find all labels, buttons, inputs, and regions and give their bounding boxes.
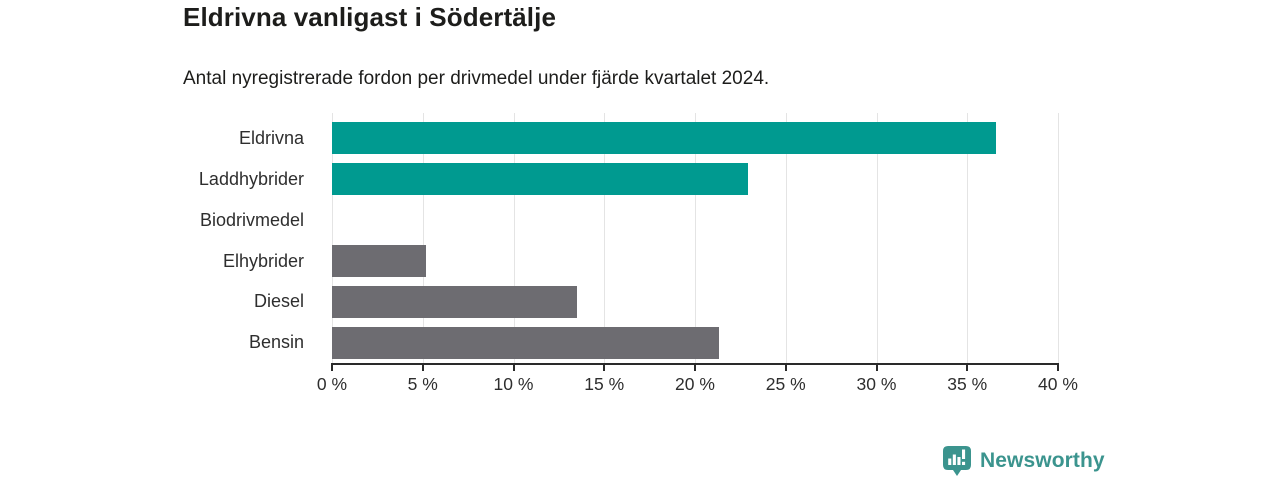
category-label-diesel: Diesel (253, 291, 304, 312)
category-label-eldrivna: Eldrivna (238, 128, 304, 148)
gridline-25 (785, 113, 787, 363)
bar-bensin (332, 326, 719, 359)
x-tick-label-40: 40 % (1038, 374, 1078, 394)
category-label-biodrivmedel: Biodrivmedel (199, 209, 304, 230)
x-tick-5 (421, 365, 424, 371)
category-labels: Eldrivna Laddhybrider Biodrivmedel Elhybrid… (0, 118, 318, 363)
category-label-elhybrider: Elhybrider (222, 250, 304, 271)
bar-elhybrider (332, 244, 427, 277)
bar-laddhybrider (332, 163, 748, 196)
x-tick-10 (512, 365, 515, 371)
bar-chart-speech-bubble-icon (943, 446, 971, 476)
x-tick-0 (331, 365, 333, 371)
chart-subtitle: Antal nyregistrerade fordon per drivmede… (183, 68, 770, 89)
gridline-35 (967, 113, 969, 363)
x-tick-label-20: 20 % (675, 374, 715, 394)
x-tick-30 (875, 365, 878, 371)
x-tick-label-25: 25 % (765, 374, 806, 394)
bar-eldrivna (332, 122, 997, 155)
x-tick-label-30: 30 % (856, 374, 897, 394)
chart-title: Eldrivna vanligast i Södertälje (183, 2, 557, 32)
x-tick-label-0: 0 % (316, 374, 348, 394)
x-tick-20 (694, 365, 696, 371)
bar-diesel (332, 285, 578, 318)
gridline-20 (695, 113, 696, 363)
x-tick-40 (1057, 365, 1059, 371)
x-tick-label-5: 5 % (407, 374, 438, 394)
x-tick-label-35: 35 % (947, 374, 988, 394)
category-label-laddhybrider: Laddhybrider (198, 168, 304, 189)
gridline-10 (513, 113, 515, 363)
newsworthy-logo-text: Newsworthy (980, 449, 1105, 472)
gridline-15 (604, 113, 606, 363)
x-tick-35 (966, 365, 969, 371)
x-tick-15 (603, 365, 606, 371)
x-tick-label-10: 10 % (493, 374, 534, 394)
x-tick-25 (784, 365, 787, 371)
gridline-0 (332, 113, 333, 363)
x-axis-line (331, 363, 1059, 365)
newsworthy-logo-link[interactable]: Newsworthy (942, 445, 1105, 477)
gridline-30 (876, 113, 878, 363)
plot-area (332, 113, 1059, 363)
gridline-5 (422, 113, 424, 363)
gridline-40 (1058, 113, 1059, 363)
x-tick-label-15: 15 % (584, 374, 625, 394)
category-label-bensin: Bensin (248, 332, 304, 353)
